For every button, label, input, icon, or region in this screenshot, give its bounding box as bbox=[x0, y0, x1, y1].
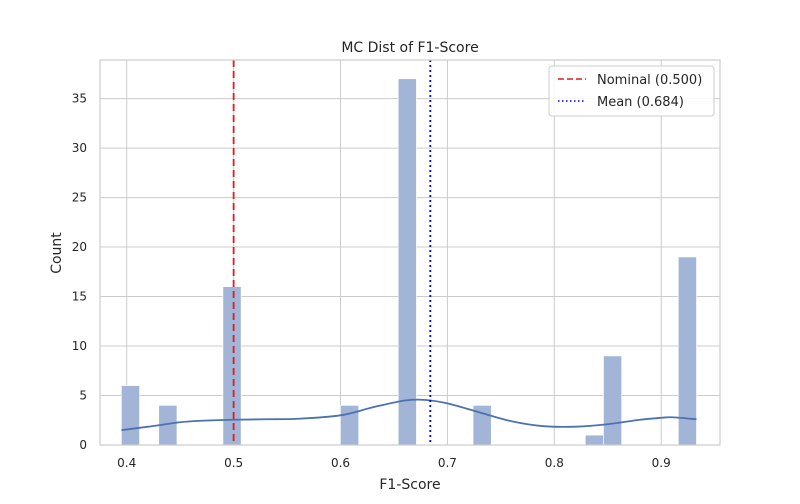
y-tick-label: 20 bbox=[72, 240, 87, 254]
x-tick-label: 0.7 bbox=[438, 456, 457, 470]
legend-box bbox=[548, 65, 715, 117]
y-tick-label: 0 bbox=[79, 438, 87, 452]
x-tick-label: 0.6 bbox=[331, 456, 350, 470]
histogram-bar bbox=[585, 434, 604, 446]
histogram-bar bbox=[121, 385, 140, 446]
y-tick-label: 25 bbox=[72, 191, 87, 205]
x-axis-label: F1-Score bbox=[379, 477, 440, 493]
y-axis-label: Count bbox=[49, 232, 65, 274]
kde-curve bbox=[121, 398, 697, 432]
x-tick-label: 0.9 bbox=[652, 456, 671, 470]
x-axis-ticks: 0.4 0.5 0.6 0.7 0.8 0.9 bbox=[117, 456, 671, 470]
y-tick-label: 15 bbox=[72, 290, 87, 304]
histogram-bar bbox=[397, 78, 417, 446]
x-tick-label: 0.4 bbox=[117, 456, 136, 470]
y-tick-label: 30 bbox=[72, 141, 87, 155]
y-tick-label: 10 bbox=[72, 339, 87, 353]
histogram-bar bbox=[603, 355, 622, 446]
legend-nominal-label: Nominal (0.500) bbox=[597, 73, 702, 88]
chart-title: MC Dist of F1-Score bbox=[341, 40, 478, 56]
x-tick-label: 0.8 bbox=[545, 456, 564, 470]
reference-lines bbox=[232, 60, 432, 445]
y-tick-label: 5 bbox=[79, 389, 87, 403]
legend: Nominal (0.500) Mean (0.684) bbox=[548, 65, 715, 117]
legend-mean-label: Mean (0.684) bbox=[597, 95, 684, 110]
kde-layer bbox=[121, 398, 697, 432]
plot-frame bbox=[99, 59, 721, 446]
x-tick-label: 0.5 bbox=[224, 456, 243, 470]
y-axis-ticks: 0 5 10 15 20 25 30 35 bbox=[72, 92, 87, 452]
histogram-bar bbox=[678, 256, 697, 446]
axes-border bbox=[99, 59, 721, 446]
y-tick-label: 35 bbox=[72, 92, 87, 106]
histogram-bar bbox=[222, 286, 242, 446]
